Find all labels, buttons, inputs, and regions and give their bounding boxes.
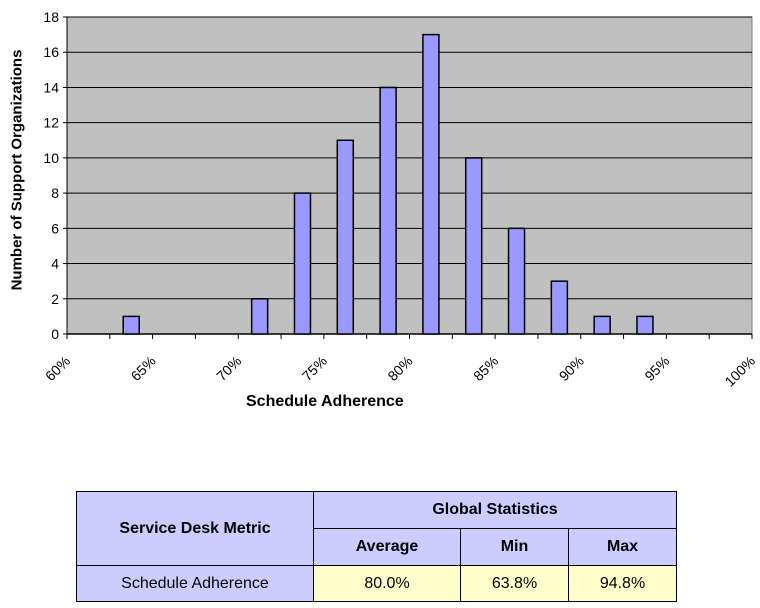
- histogram-bar: [636, 315, 654, 335]
- histogram-bar: [122, 315, 140, 335]
- max-value: 94.8%: [568, 565, 677, 602]
- col-max-header: Max: [568, 528, 677, 566]
- histogram-chart: 0 2 4 6 8 10 12 14 16 18 60% 65% 70% 75% 80% 85% 90% 95% 1…: [42, 9, 758, 390]
- y-tick-label: 8: [51, 185, 59, 201]
- histogram-bar: [507, 227, 526, 335]
- x-axis-title: Schedule Adherence: [246, 393, 404, 410]
- col-min-header: Min: [460, 528, 569, 566]
- x-tick-label: 95%: [641, 353, 672, 384]
- histogram-bar: [422, 33, 440, 335]
- average-value: 80.0%: [313, 565, 461, 602]
- plot-area: [66, 16, 753, 335]
- y-tick-label: 6: [51, 220, 59, 236]
- histogram-bar: [379, 86, 397, 335]
- y-tick-label: 2: [51, 291, 59, 307]
- global-statistics-table: Service Desk Metric Global Statistics Av…: [76, 491, 677, 602]
- histogram-bar: [250, 298, 269, 335]
- y-tick-label: 18: [43, 9, 59, 25]
- x-tick-label: 70%: [213, 353, 244, 384]
- y-axis-title: Number of Support Organizations: [8, 49, 26, 291]
- x-tick-label: 85%: [470, 353, 501, 384]
- histogram-bar: [293, 192, 312, 335]
- x-tick-label: 60%: [42, 353, 73, 384]
- histogram-bar: [593, 315, 611, 335]
- table-row: Schedule Adherence 80.0% 63.8% 94.8%: [76, 565, 677, 602]
- histogram-bar: [550, 280, 569, 335]
- y-tick-label: 10: [43, 150, 59, 166]
- y-tick-label: 4: [51, 256, 59, 272]
- metric-header: Service Desk Metric: [76, 491, 314, 566]
- y-tick-label: 0: [51, 326, 59, 342]
- x-tick-label: 90%: [556, 353, 587, 384]
- y-tick-label: 14: [43, 79, 59, 95]
- min-value: 63.8%: [460, 565, 569, 602]
- col-average-header: Average: [313, 528, 461, 566]
- x-tick-label: 65%: [128, 353, 159, 384]
- x-tick-label: 75%: [299, 353, 330, 384]
- metric-name: Schedule Adherence: [76, 565, 314, 602]
- histogram-bar: [464, 157, 483, 335]
- global-statistics-header: Global Statistics: [313, 491, 677, 529]
- x-tick-label: 80%: [384, 353, 415, 384]
- x-tick-label: 100%: [721, 353, 758, 390]
- histogram-bar: [336, 139, 355, 335]
- y-tick-label: 16: [43, 44, 59, 60]
- y-tick-label: 12: [43, 115, 59, 131]
